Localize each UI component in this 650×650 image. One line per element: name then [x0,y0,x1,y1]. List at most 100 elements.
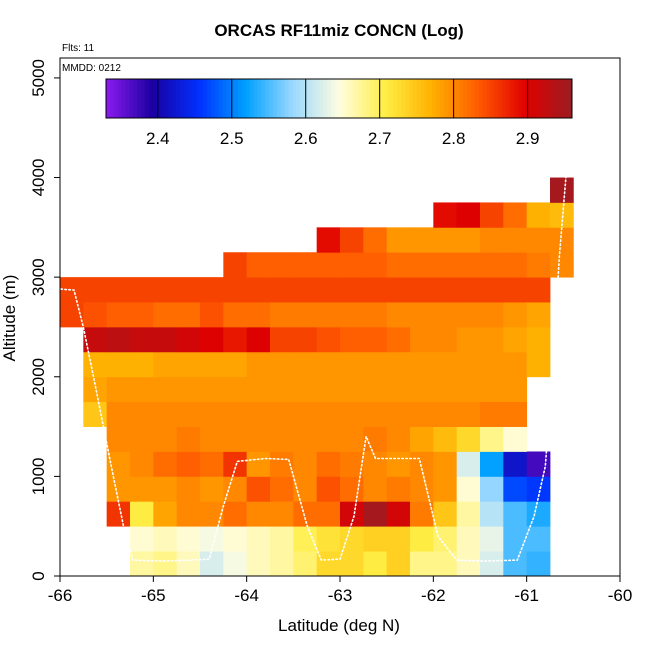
heatmap-cell [130,526,154,552]
heatmap-cell [223,451,248,477]
heatmap-cell [526,252,551,278]
heatmap-cell [223,351,248,378]
heatmap-cell [83,302,108,328]
heatmap-cell [340,476,364,502]
heatmap-cell [106,351,131,378]
colorbar-segment [408,79,414,118]
heatmap-cell [316,326,341,353]
heatmap-cell [270,252,294,278]
heatmap-cell [106,302,131,328]
heatmap-cell [503,501,528,527]
heatmap-cell [480,302,504,328]
flight-track [60,62,579,562]
heatmap-cell [130,476,154,502]
heatmap-cell [433,202,458,228]
colorbar-tick-label: 2.5 [220,129,244,148]
heatmap-cell [130,351,154,378]
heatmap-cell [223,526,248,552]
heatmap-cell [503,401,528,427]
colorbar-segment [502,79,507,118]
heatmap-cell [130,277,154,303]
heatmap-cell [456,551,481,577]
heatmap-cell [200,302,224,328]
y-tick-label: 4000 [29,159,48,197]
axes: -66 -65 -64 -63 -62 -61 -60 0 1000 2000 3000 4000 50… [29,57,632,605]
heatmap-cell [456,401,481,427]
heatmap-cell [456,302,481,328]
colorbar-segment [544,79,550,118]
heatmap-cell [176,376,201,403]
heatmap-cell [106,277,131,303]
heatmap-cell [316,551,341,577]
heatmap-cell [363,501,388,527]
heatmap-cell [480,277,504,303]
heatmap-cell [153,277,178,303]
heatmap-cell [200,426,224,452]
heatmap-cell [83,376,108,403]
colorbar-segment [210,79,216,118]
heatmap-cell [293,451,318,477]
colorbar-segment [319,79,324,118]
heatmap-cell [246,302,271,328]
colorbar-segment [234,79,239,118]
heatmap-cell [410,526,434,552]
heatmap-cell [456,227,481,253]
colorbar-segment [505,79,511,118]
heatmap-cell [503,277,528,303]
y-axis-label: Altitude (m) [0,275,19,362]
heatmap-cell [503,451,528,477]
heatmap-cell [550,252,574,278]
heatmap-cell [363,476,388,502]
heatmap-cell [293,302,318,328]
colorbar-frame [105,78,573,119]
colorbar-segment [412,79,418,118]
heatmap-cell [456,202,481,228]
colorbar-segment [432,79,437,118]
heatmap-cell [106,501,131,527]
heatmap-cell [270,501,294,527]
y-tick-label: 0 [29,571,48,580]
heatmap-cell [433,351,458,378]
heatmap-cell [340,227,364,253]
heatmap-cell [176,302,201,328]
heatmap-cell [456,351,481,378]
heatmap-cell [526,351,551,378]
heatmap-cell [200,551,224,577]
colorbar-segment [459,79,464,118]
heatmap-cell [153,302,178,328]
colorbar-segment [416,79,422,118]
heatmap-cell [316,376,341,403]
colorbar-segment [533,79,538,118]
colorbar-segment [521,79,526,118]
colorbar-tick-label: 2.9 [516,129,540,148]
heatmap-cell [433,476,458,502]
heatmap-cell [246,551,271,577]
heatmap-cell [480,202,504,228]
colorbar-segment [222,79,227,118]
heatmap-cell [340,252,364,278]
heatmap-cell [503,326,528,353]
colorbar-segment [288,79,293,118]
colorbar-segment [482,79,488,118]
y-tick-label: 2000 [29,358,48,396]
heatmap-cell [340,451,364,477]
heatmap-cell [130,401,154,427]
colorbar-segment [187,79,192,118]
heatmap-cell [503,376,528,403]
heatmap-cell [200,376,224,403]
colorbar-segment [405,79,410,118]
heatmap-cell [153,326,178,353]
heatmap-cell [223,426,248,452]
colorbar-segment [471,79,476,118]
colorbar-segment [370,79,375,118]
heatmap-cell [316,252,341,278]
colorbar-tick-label: 2.6 [294,129,318,148]
heatmap-cell [456,526,481,552]
heatmap-cell [246,426,271,452]
colorbar-segment [385,79,390,118]
heatmap-cell [270,376,294,403]
colorbar-segment [494,79,499,118]
colorbar-segment [478,79,484,118]
colorbar-segment [439,79,445,118]
heatmap-cells [60,177,574,577]
